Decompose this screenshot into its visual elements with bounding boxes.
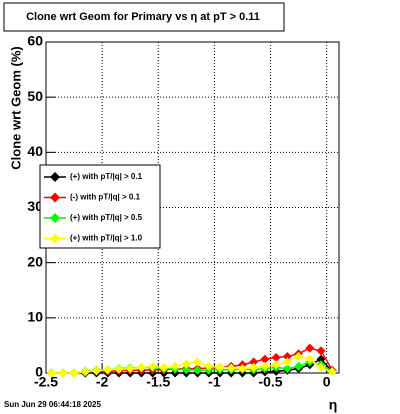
legend: (+) with pT/|q| > 0.1 (-) with pT/|q| > 0… (39, 164, 161, 249)
data-point (69, 368, 79, 378)
data-point (282, 364, 292, 374)
data-point (305, 354, 315, 364)
y-tick-label: 50 (27, 88, 43, 104)
data-point (316, 362, 326, 372)
legend-box (39, 164, 161, 249)
legend-label: (-) with pT/|q| > 0.1 (70, 193, 141, 202)
legend-label: (+) with pT/|q| > 0.5 (70, 213, 143, 222)
data-point (148, 361, 158, 371)
legend-marker (50, 233, 60, 244)
legend-marker (50, 213, 60, 223)
title-box (3, 2, 285, 32)
data-point (294, 361, 304, 371)
legend-marker (50, 192, 60, 203)
data-point (125, 364, 135, 374)
data-point (271, 353, 281, 363)
data-point (316, 346, 326, 356)
x-tick-label: -2.5 (34, 374, 58, 390)
data-point (193, 365, 203, 375)
data-point (181, 359, 191, 369)
data-point (159, 362, 169, 372)
x-tick-label: -1.5 (146, 374, 170, 390)
x-tick-label: -2 (96, 374, 109, 390)
data-point (58, 368, 68, 378)
data-point (92, 366, 102, 376)
y-tick-label: 20 (27, 253, 43, 269)
data-point (103, 365, 113, 375)
legend-label: (+) with pT/|q| > 0.1 (70, 172, 143, 181)
data-point (170, 361, 180, 371)
data-point (305, 343, 315, 353)
data-point (226, 363, 236, 373)
x-tick-label: -1 (208, 374, 221, 390)
data-point (327, 367, 337, 377)
data-point (260, 361, 270, 371)
y-axis-label: Clone wrt Geom (%) (8, 46, 23, 170)
legend-label: (+) with pT/|q| > 1.0 (70, 234, 143, 243)
data-point (282, 351, 292, 361)
x-axis-label: η (329, 397, 338, 413)
data-point (294, 351, 304, 361)
data-point (193, 357, 203, 367)
data-point (80, 367, 90, 377)
y-tick-label: 40 (27, 143, 43, 159)
data-point (215, 362, 225, 372)
timestamp: Sun Jun 29 06:44:18 2025 (4, 400, 101, 409)
x-tick-label: -0.5 (258, 374, 282, 390)
data-point (114, 364, 124, 374)
data-point (271, 360, 281, 370)
x-tick-label: 0 (323, 374, 331, 390)
data-point (282, 357, 292, 367)
data-point (249, 362, 259, 372)
data-point (237, 364, 247, 374)
y-tick-label: 30 (27, 198, 43, 214)
y-tick-label: 60 (27, 33, 43, 49)
y-tick-label: 10 (27, 309, 43, 325)
chart-title: Clone wrt Geom for Primary vs η at pT > … (26, 11, 260, 23)
data-point (136, 362, 146, 372)
data-point (204, 361, 214, 371)
data-point (260, 354, 270, 364)
data-point (249, 357, 259, 367)
data-point (47, 368, 57, 378)
legend-marker (50, 172, 60, 182)
y-tick-label: 0 (35, 364, 43, 380)
data-point (181, 365, 191, 375)
data-point (316, 354, 326, 364)
